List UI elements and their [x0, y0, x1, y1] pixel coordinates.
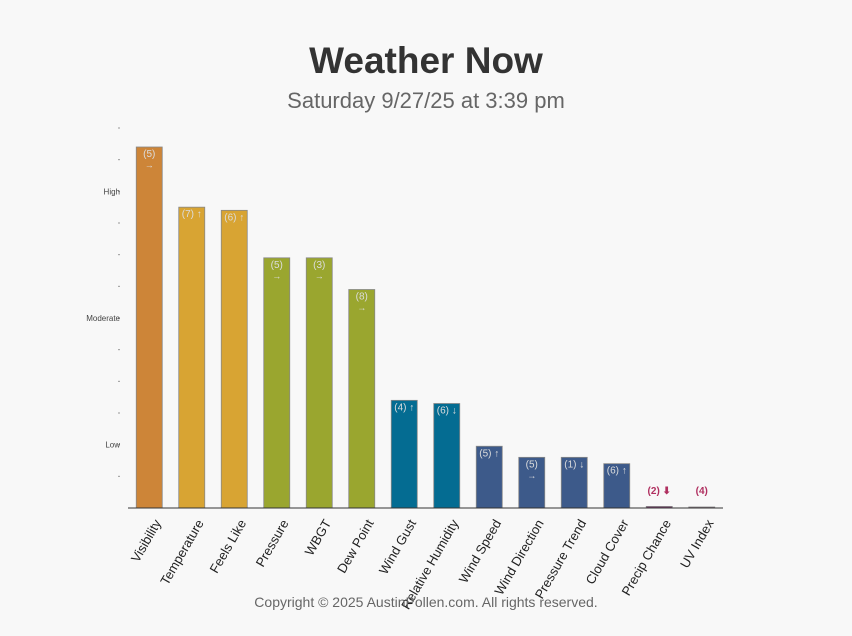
data-label: (1) ↓ [564, 459, 584, 470]
x-tick-label: Temperature [157, 517, 206, 588]
data-label: (7) ↑ [182, 209, 202, 220]
x-tick-label: WBGT [302, 517, 335, 558]
copyright-text: Copyright © 2025 AustinPollen.com. All r… [254, 594, 598, 610]
x-tick-label: Dew Point [334, 516, 377, 575]
x-tick-label: Wind Gust [376, 516, 420, 576]
bar [390, 399, 418, 509]
bar [560, 456, 588, 509]
chart-title: Weather Now [309, 40, 543, 81]
bar [475, 445, 503, 509]
data-label: (6) ↑ [224, 212, 244, 223]
trend-arrow: → [315, 271, 324, 281]
data-label: (5) [271, 260, 283, 271]
data-label: (3) [313, 260, 325, 271]
trend-arrow: → [272, 271, 281, 281]
y-tick-label: Low [105, 441, 120, 450]
trend-arrow: → [145, 160, 154, 170]
chart-subtitle: Saturday 9/27/25 at 3:39 pm [287, 88, 565, 113]
data-label: (5) [143, 149, 155, 160]
trend-arrow: → [527, 470, 536, 480]
data-label: (5) [526, 459, 538, 470]
data-label: (4) ↑ [394, 402, 414, 413]
x-tick-label: Visibility [128, 516, 165, 564]
bar [135, 146, 163, 509]
bar [263, 257, 291, 509]
data-label: (6) ↑ [607, 466, 627, 477]
bar [178, 206, 206, 509]
x-tick-label: Cloud Cover [583, 516, 632, 587]
x-tick-label: Pressure [253, 517, 292, 570]
trend-arrow: → [357, 303, 366, 313]
data-label: (8) [356, 292, 368, 303]
x-tick-label: Wind Speed [456, 517, 504, 586]
y-tick-label: High [104, 187, 120, 196]
x-tick-label: Feels Like [207, 517, 250, 576]
bar [348, 289, 376, 509]
bar [518, 456, 546, 509]
x-tick-label: UV Index [677, 516, 717, 570]
bar [433, 403, 461, 509]
data-label: (5) ↑ [479, 448, 499, 459]
data-label: (4) [696, 486, 708, 497]
bar [305, 257, 333, 509]
data-label: (2) ⬇ [648, 486, 671, 497]
y-tick-label: Moderate [86, 314, 120, 323]
bar [603, 463, 631, 509]
data-label: (6) ↓ [437, 406, 457, 417]
bar [220, 209, 248, 509]
